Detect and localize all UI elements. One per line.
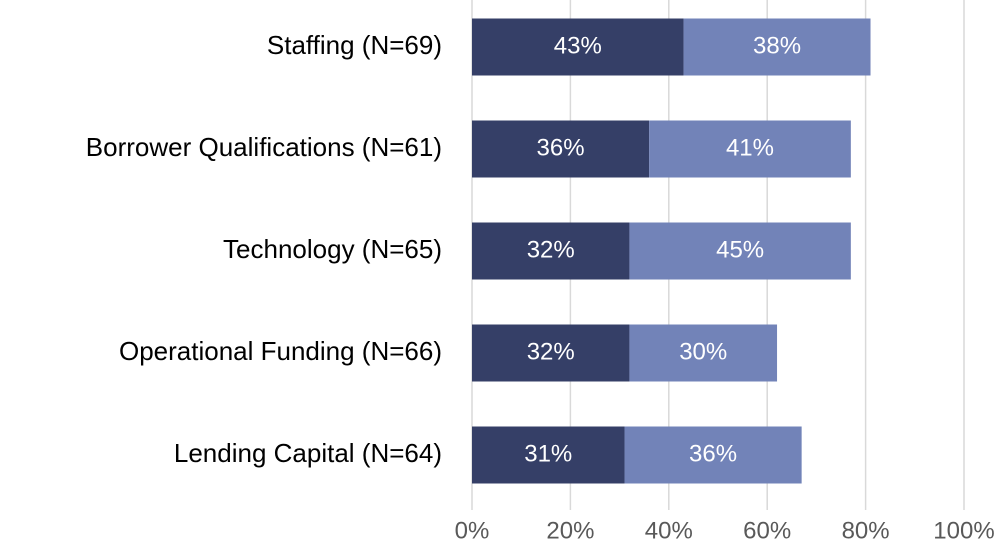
bar-segment <box>629 222 851 280</box>
y-tick-label: Lending Capital (N=64) <box>174 438 442 468</box>
bar-segment <box>649 120 851 178</box>
bar-segment <box>472 426 625 484</box>
y-tick-label: Operational Funding (N=66) <box>119 336 442 366</box>
x-tick-label: 100% <box>933 517 994 544</box>
bar-segment <box>472 222 630 280</box>
data-label: 41% <box>726 134 774 161</box>
bars <box>472 18 871 484</box>
data-label: 36% <box>537 134 585 161</box>
x-tick-label: 0% <box>455 517 490 544</box>
data-label: 43% <box>554 32 602 59</box>
x-tick-label: 80% <box>842 517 890 544</box>
data-label: 36% <box>689 440 737 467</box>
data-label: 45% <box>716 236 764 263</box>
data-label: 38% <box>753 32 801 59</box>
bar-segment <box>629 324 778 382</box>
bar-segment <box>624 426 802 484</box>
x-tick-label: 40% <box>645 517 693 544</box>
data-label: 31% <box>524 440 572 467</box>
bar-segment <box>472 120 650 178</box>
y-tick-label: Borrower Qualifications (N=61) <box>86 132 442 162</box>
labels: 0% 20% 40% 60% 80% 100% Staffing (N=69) 43% 38% B… <box>86 30 995 544</box>
bar-segment <box>472 324 630 382</box>
x-tick-label: 20% <box>546 517 594 544</box>
x-tick-label: 60% <box>743 517 791 544</box>
bar-segment <box>472 18 684 76</box>
y-tick-label: Technology (N=65) <box>223 234 442 264</box>
data-label: 32% <box>527 338 575 365</box>
bar-segment <box>683 18 871 76</box>
data-label: 32% <box>527 236 575 263</box>
y-tick-label: Staffing (N=69) <box>267 30 442 60</box>
data-label: 30% <box>679 338 727 365</box>
